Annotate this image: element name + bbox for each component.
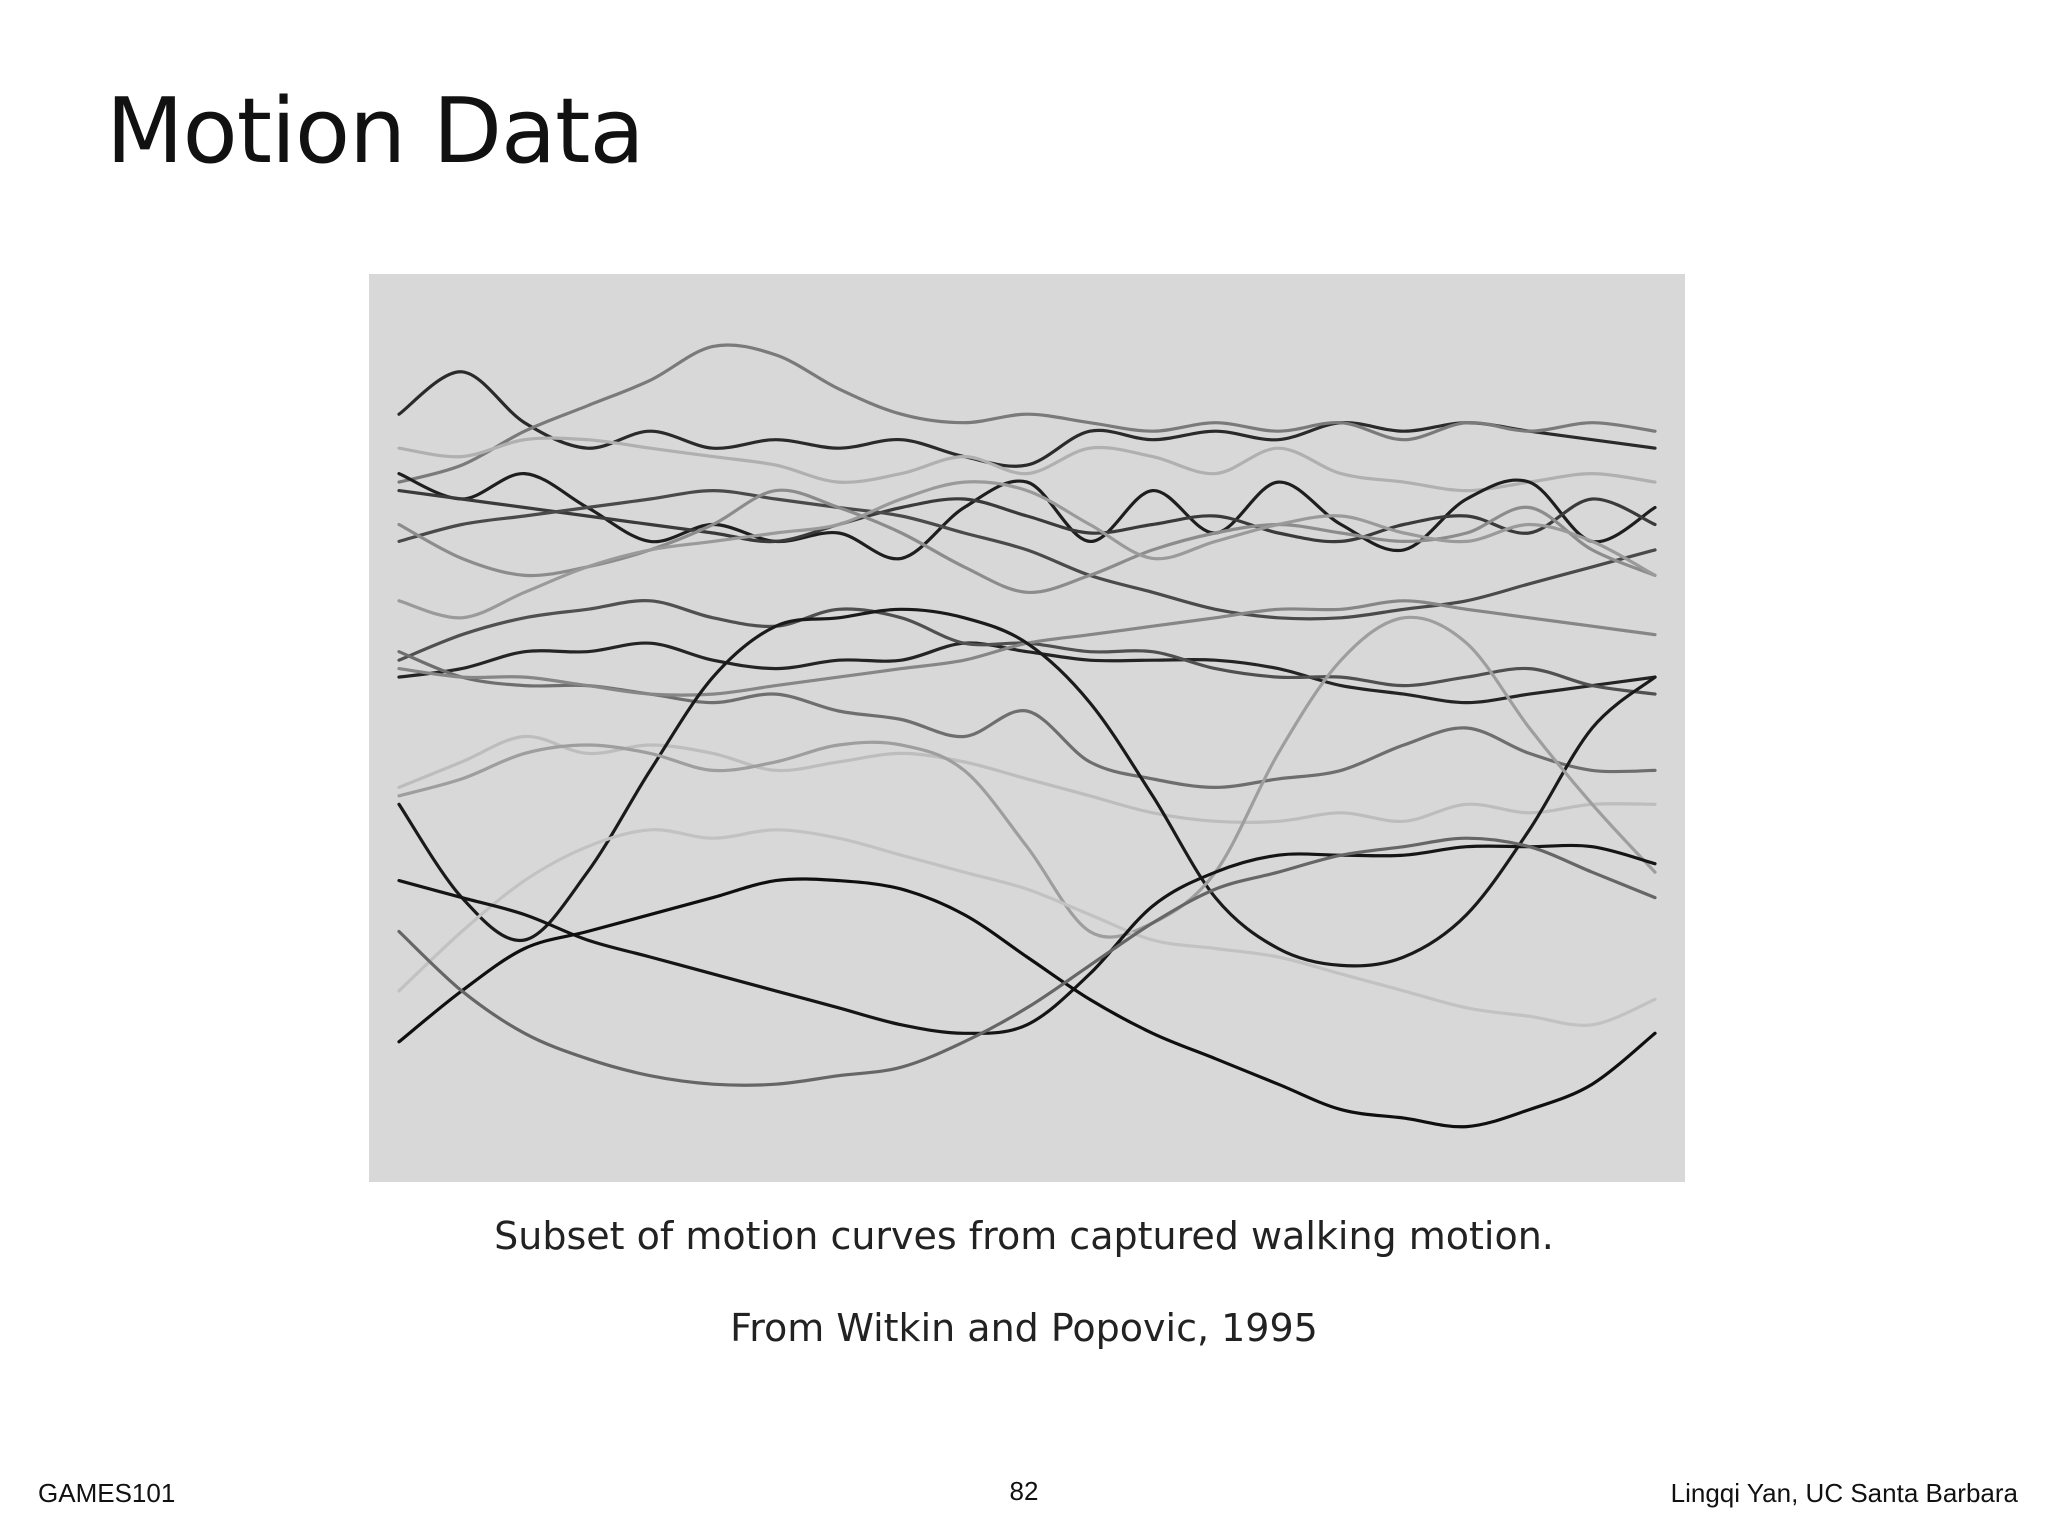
motion-curve-8 bbox=[397, 480, 1657, 620]
series-group bbox=[397, 343, 1657, 1129]
figure-citation: From Witkin and Popovic, 1995 bbox=[730, 1306, 1318, 1350]
motion-curve-1 bbox=[397, 370, 1657, 468]
motion-curves-chart bbox=[369, 274, 1685, 1182]
motion-curve-2 bbox=[397, 343, 1657, 484]
slide-title: Motion Data bbox=[106, 79, 645, 184]
motion-curve-13 bbox=[397, 734, 1657, 824]
motion-curve-18 bbox=[397, 877, 1657, 1129]
motion-curve-3 bbox=[397, 436, 1657, 493]
motion-curve-19 bbox=[397, 836, 1657, 1087]
page-number: 82 bbox=[1009, 1476, 1039, 1506]
chart-background bbox=[369, 274, 1685, 1182]
motion-curve-16 bbox=[397, 828, 1657, 1027]
motion-curves-figure bbox=[369, 274, 1685, 1182]
motion-curve-17 bbox=[397, 843, 1657, 1035]
figure-caption: Subset of motion curves from captured wa… bbox=[494, 1214, 1554, 1258]
motion-curve-4 bbox=[397, 471, 1657, 561]
motion-curve-5 bbox=[397, 489, 1657, 544]
motion-curve-10 bbox=[397, 599, 1657, 696]
motion-curve-14 bbox=[397, 607, 1657, 968]
footer-course: GAMES101 bbox=[38, 1478, 176, 1508]
motion-curve-6 bbox=[397, 489, 1657, 621]
motion-curve-9 bbox=[397, 641, 1657, 705]
motion-curve-15 bbox=[397, 615, 1657, 939]
footer-author: Lingqi Yan, UC Santa Barbara bbox=[1670, 1478, 2018, 1508]
